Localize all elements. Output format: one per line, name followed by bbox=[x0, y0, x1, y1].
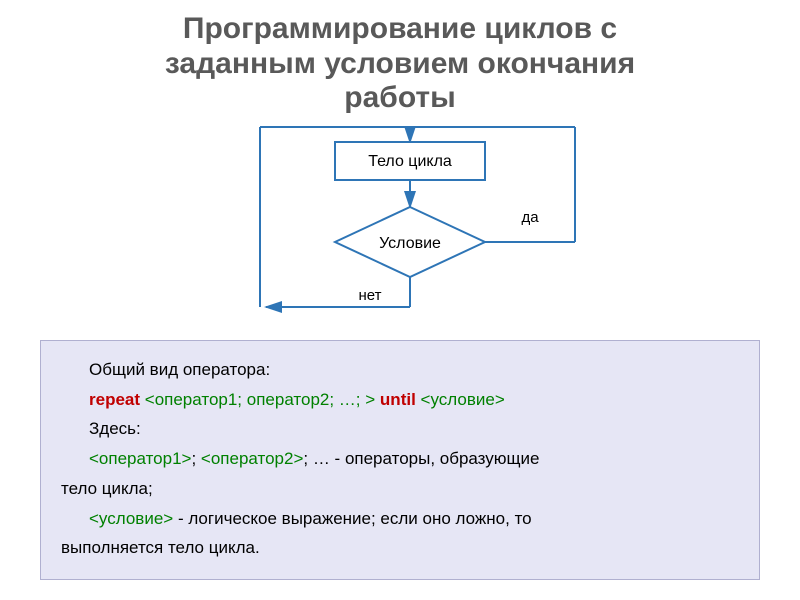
cond-desc-line: <условие> - логическое выражение; если о… bbox=[61, 504, 739, 534]
operators-seq: <оператор1; оператор2; …; > bbox=[145, 390, 375, 409]
no-label: нет bbox=[359, 287, 382, 304]
flowchart-svg: Тело цикла Условие да нет bbox=[0, 122, 800, 337]
ops-sep1: ; bbox=[191, 449, 200, 468]
flowchart: Тело цикла Условие да нет bbox=[0, 122, 800, 337]
condition-tag: <условие> bbox=[421, 390, 505, 409]
ops-desc-line2: тело цикла; bbox=[61, 474, 739, 504]
title-line1: Программирование циклов с bbox=[183, 12, 617, 45]
title-line2: заданным условием окончания bbox=[165, 47, 635, 80]
syntax-line: repeat <оператор1; оператор2; …; > until… bbox=[61, 385, 739, 415]
yes-label: да bbox=[521, 209, 539, 226]
cond-tag2: <условие> bbox=[89, 509, 173, 528]
op1-tag: <оператор1> bbox=[89, 449, 191, 468]
until-keyword: until bbox=[380, 390, 416, 409]
page-title: Программирование циклов с заданным услов… bbox=[0, 0, 800, 122]
ops-tail: ; … - операторы, образующие bbox=[303, 449, 539, 468]
cond-desc-line2: выполняется тело цикла. bbox=[61, 533, 739, 563]
description-box: Общий вид оператора: repeat <оператор1; … bbox=[40, 340, 760, 580]
intro-text: Общий вид оператора: bbox=[61, 355, 739, 385]
condition-label: Условие bbox=[379, 235, 441, 252]
here-line: Здесь: bbox=[61, 414, 739, 444]
here-text: Здесь: bbox=[61, 414, 739, 444]
cond-tail: - логическое выражение; если оно ложно, … bbox=[173, 509, 531, 528]
repeat-keyword: repeat bbox=[89, 390, 140, 409]
title-line3: работы bbox=[344, 81, 455, 114]
loop-body-label: Тело цикла bbox=[368, 153, 452, 170]
ops-desc-line: <оператор1>; <оператор2>; … - операторы,… bbox=[61, 444, 739, 474]
op2-tag: <оператор2> bbox=[201, 449, 303, 468]
intro-line: Общий вид оператора: bbox=[61, 355, 739, 385]
